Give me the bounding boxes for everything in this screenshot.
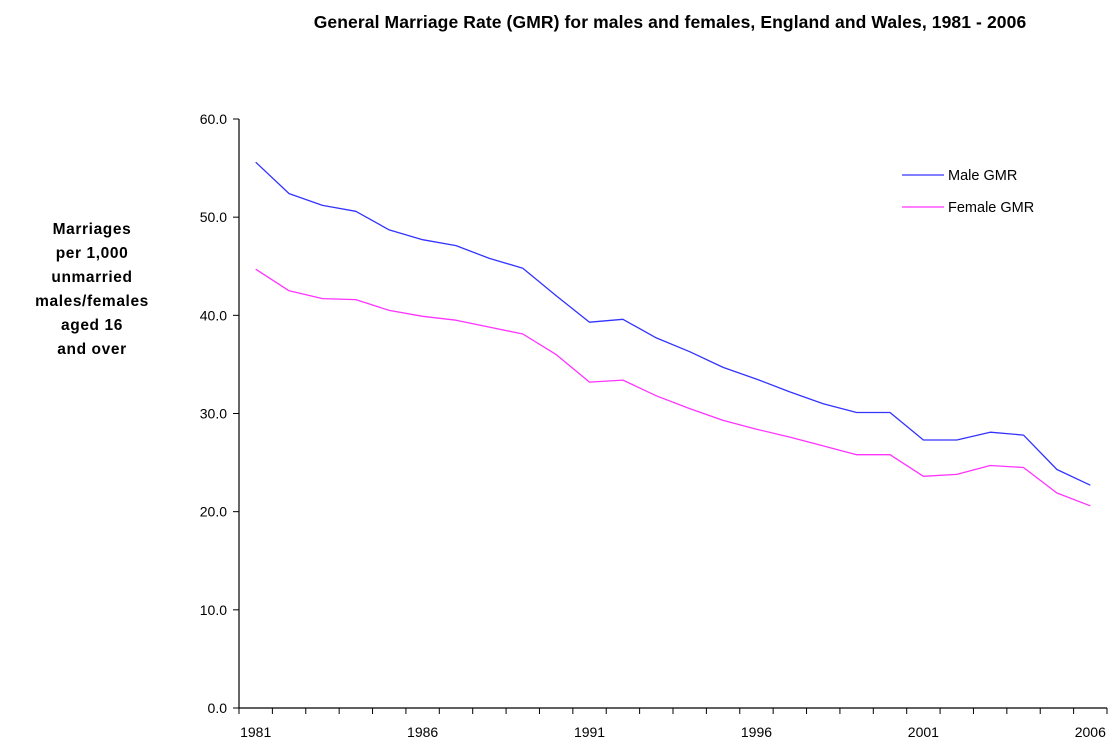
x-tick-label: 1991 [574,724,605,740]
y-axis-label: Marriages per 1,000 unmarried males/fema… [35,221,149,358]
series-line-male-gmr [255,161,1091,486]
x-tick-label: 1986 [407,724,438,740]
legend-label: Male GMR [948,168,1017,184]
y-tick-label: 0.0 [208,700,228,716]
y-tick-label: 20.0 [200,504,227,520]
y-tick-label: 30.0 [200,406,227,422]
legend: Male GMR Female GMR [902,168,1034,216]
x-tick-label: 2006 [1075,724,1106,740]
series-lines [255,161,1091,507]
x-tick-label: 2001 [908,724,939,740]
series-line-female-gmr [255,268,1091,507]
y-tick-label: 10.0 [200,602,227,618]
chart-title: General Marriage Rate (GMR) for males an… [313,12,1027,32]
legend-label: Female GMR [948,200,1034,216]
y-tick-label: 50.0 [200,209,227,225]
axes: 0.0 10.0 20.0 30.0 40.0 50.0 60.0 1981 1986 1991 1… [200,111,1108,740]
y-tick-label: 60.0 [200,111,227,127]
x-tick-label: 1981 [240,724,271,740]
y-tick-label: 40.0 [200,307,227,323]
x-tick-label: 1996 [741,724,772,740]
